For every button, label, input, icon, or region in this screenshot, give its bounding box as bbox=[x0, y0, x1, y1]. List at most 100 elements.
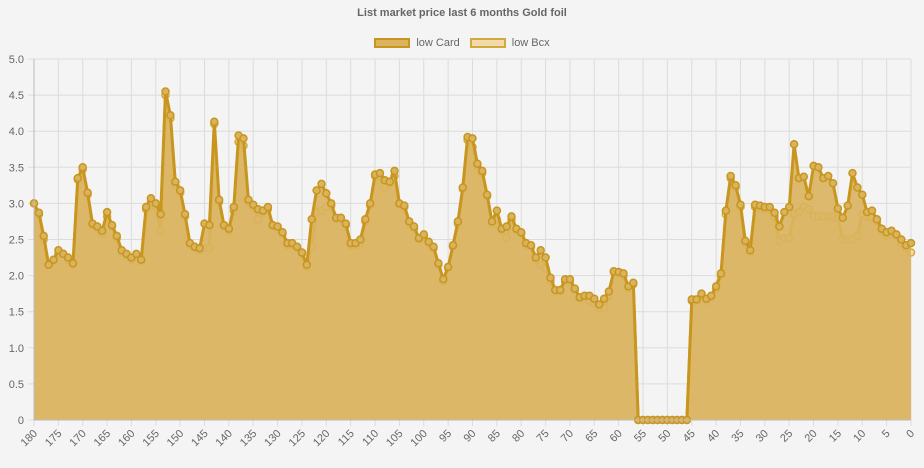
point-low-card bbox=[482, 190, 492, 199]
point-low-card bbox=[44, 260, 53, 270]
x-tick-label: 50 bbox=[656, 428, 673, 445]
point-low-card bbox=[107, 220, 117, 230]
y-tick-label: 0 bbox=[18, 415, 24, 427]
point-low-card bbox=[443, 262, 453, 272]
point-low-card bbox=[770, 208, 779, 218]
point-low-card bbox=[49, 255, 58, 264]
y-tick-label: 0.5 bbox=[9, 379, 24, 391]
point-low-card bbox=[141, 202, 151, 212]
point-low-card bbox=[317, 179, 326, 189]
point-low-card bbox=[492, 206, 502, 215]
x-tick-label: 165 bbox=[92, 428, 113, 449]
point-low-card bbox=[429, 242, 438, 251]
point-low-card bbox=[136, 255, 146, 264]
point-low-card bbox=[180, 209, 190, 219]
point-low-card bbox=[784, 202, 794, 212]
y-tick-label: 4.0 bbox=[9, 126, 24, 138]
y-tick-label: 4.5 bbox=[9, 90, 24, 102]
point-low-card bbox=[619, 269, 628, 278]
x-tick-label: 175 bbox=[43, 428, 64, 449]
point-low-card bbox=[570, 284, 580, 293]
legend-item-low-card[interactable]: low Card bbox=[374, 37, 460, 49]
point-low-card bbox=[419, 230, 429, 239]
point-low-card bbox=[83, 188, 92, 197]
x-tick-label: 145 bbox=[189, 428, 210, 449]
point-low-card bbox=[210, 117, 219, 127]
x-tick-label: 150 bbox=[165, 428, 186, 449]
point-low-card bbox=[39, 231, 48, 241]
point-low-card bbox=[726, 171, 735, 181]
point-low-card bbox=[906, 238, 916, 248]
x-tick-label: 115 bbox=[336, 428, 357, 449]
point-low-card bbox=[799, 172, 809, 181]
point-low-card bbox=[473, 159, 482, 168]
point-low-card bbox=[439, 274, 448, 284]
x-tick-label: 35 bbox=[729, 428, 746, 445]
point-low-card bbox=[468, 134, 477, 143]
y-tick-label: 3.5 bbox=[9, 162, 24, 174]
point-low-card bbox=[273, 222, 282, 231]
point-low-card bbox=[390, 166, 399, 176]
y-tick-label: 2.5 bbox=[9, 235, 24, 247]
x-tick-label: 135 bbox=[238, 428, 259, 449]
point-low-card bbox=[848, 168, 857, 178]
x-tick-label: 95 bbox=[437, 428, 454, 445]
x-tick-label: 0 bbox=[904, 428, 917, 441]
x-tick-label: 10 bbox=[851, 428, 868, 445]
point-low-card bbox=[156, 209, 165, 219]
legend-item-low-bcx[interactable]: low Bcx bbox=[469, 37, 550, 49]
point-low-card bbox=[63, 253, 73, 262]
x-tick-label: 20 bbox=[803, 428, 820, 445]
point-low-card bbox=[692, 295, 701, 304]
point-low-card bbox=[477, 166, 487, 176]
point-low-card bbox=[400, 201, 409, 210]
point-low-card bbox=[629, 278, 638, 288]
x-tick-label: 120 bbox=[311, 428, 332, 449]
point-low-card bbox=[721, 206, 731, 215]
x-tick-label: 105 bbox=[384, 428, 405, 449]
point-low-card bbox=[604, 287, 614, 296]
point-low-card bbox=[205, 220, 214, 230]
legend-swatch-low-bcx bbox=[469, 38, 506, 48]
point-low-card bbox=[448, 241, 458, 250]
point-low-card bbox=[385, 177, 394, 186]
point-low-card bbox=[434, 259, 443, 268]
point-low-card bbox=[102, 207, 112, 217]
point-low-card bbox=[297, 248, 307, 257]
point-low-card bbox=[502, 222, 511, 231]
point-low-card bbox=[424, 237, 433, 246]
point-low-card bbox=[365, 199, 375, 208]
point-low-card bbox=[453, 217, 463, 226]
legend-label-low-card: low Card bbox=[416, 37, 460, 49]
y-tick-label: 5.0 bbox=[9, 54, 24, 66]
point-low-card bbox=[745, 246, 755, 255]
x-tick-label: 125 bbox=[287, 428, 308, 449]
point-low-card bbox=[195, 243, 204, 253]
point-low-card bbox=[171, 177, 180, 186]
point-low-card bbox=[404, 217, 414, 226]
point-low-card bbox=[239, 134, 248, 143]
point-low-card bbox=[555, 285, 565, 295]
point-low-card bbox=[775, 222, 784, 231]
point-low-card bbox=[175, 186, 185, 195]
point-low-card bbox=[516, 228, 526, 237]
point-low-card bbox=[541, 253, 550, 262]
point-low-card bbox=[867, 206, 877, 215]
point-low-card bbox=[151, 199, 161, 208]
point-low-card bbox=[146, 194, 156, 203]
point-low-card bbox=[833, 204, 843, 213]
point-low-card bbox=[161, 87, 170, 96]
point-low-card bbox=[336, 213, 346, 223]
x-tick-label: 55 bbox=[632, 428, 649, 445]
x-tick-label: 90 bbox=[461, 428, 478, 445]
point-low-card bbox=[736, 200, 745, 210]
point-low-card bbox=[166, 111, 175, 120]
point-low-card bbox=[872, 215, 882, 224]
point-low-card bbox=[229, 202, 239, 212]
point-low-card bbox=[224, 224, 234, 233]
x-tick-label: 25 bbox=[778, 428, 795, 445]
point-low-card bbox=[838, 213, 848, 223]
point-low-card bbox=[97, 226, 107, 236]
point-low-card bbox=[814, 163, 823, 172]
point-low-card bbox=[716, 269, 726, 278]
